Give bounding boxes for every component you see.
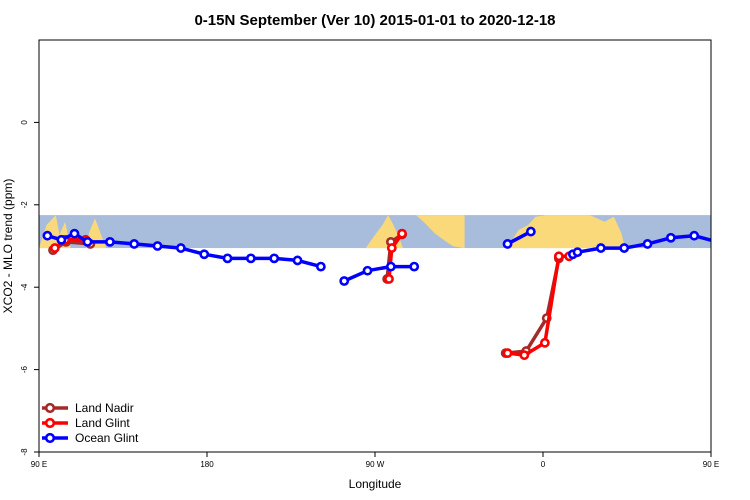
land-nadir-point <box>717 255 724 262</box>
x-tick-label: 180 <box>200 460 214 469</box>
land-glint-point <box>386 243 397 253</box>
y-tick-label: -6 <box>20 365 29 373</box>
ocean-glint-point <box>245 253 256 264</box>
x-axis: 90 E 180 90 W 0 90 E <box>31 452 719 469</box>
y-tick-label: 0 <box>20 120 29 125</box>
land-glint-point <box>49 243 60 253</box>
ocean-glint-point <box>105 236 115 247</box>
ocean-glint-point <box>595 243 606 253</box>
ocean-glint-point <box>129 239 140 249</box>
x-tick-label: 90 E <box>31 460 47 469</box>
legend-marker <box>44 417 56 429</box>
ocean-glint-point <box>222 253 233 264</box>
y-tick-label: -2 <box>20 201 29 209</box>
land-glint-point <box>502 348 513 359</box>
ocean-glint-point <box>525 226 536 237</box>
land-glint-point <box>397 228 407 239</box>
ocean-glint-point <box>665 232 676 243</box>
land-glint-point <box>539 337 550 348</box>
land-glint-line <box>726 240 750 250</box>
ocean-glint-point <box>175 243 186 253</box>
series-ocean-glint <box>42 226 744 286</box>
legend-marker <box>44 402 56 414</box>
legend-marker <box>44 432 56 444</box>
land-glint-point <box>519 350 530 361</box>
ocean-glint-point <box>199 249 210 260</box>
ocean-glint-point <box>502 239 513 249</box>
ocean-glint-point <box>619 243 630 253</box>
land-glint-point <box>553 251 564 262</box>
y-tick-label: -4 <box>20 283 29 291</box>
ocean-glint-point <box>269 253 280 264</box>
ocean-glint-point <box>362 265 373 276</box>
x-tick-label: 90 E <box>703 460 719 469</box>
ocean-glint-point <box>642 239 653 249</box>
legend-item-land-glint: Land Glint <box>42 416 130 430</box>
x-tick-label: 90 W <box>366 460 385 469</box>
ocean-glint-point <box>315 261 326 272</box>
series-layer <box>42 226 750 361</box>
ocean-glint-line <box>343 264 415 283</box>
y-axis-label: XCO2 - MLO trend (ppm) <box>1 179 15 314</box>
x-axis-label: Longitude <box>349 477 402 491</box>
legend-item-land-nadir: Land Nadir <box>42 401 134 415</box>
ocean-glint-point <box>385 261 396 272</box>
ocean-glint-point <box>42 230 53 241</box>
ocean-glint-point <box>69 228 80 239</box>
x-tick-label: 0 <box>541 460 546 469</box>
ocean-glint-point <box>292 255 303 266</box>
land-india-2 <box>711 215 743 248</box>
ocean-glint-point <box>56 234 67 245</box>
ocean-glint-point <box>689 230 700 241</box>
land-glint-point <box>722 247 729 254</box>
y-tick-label: -8 <box>20 448 29 456</box>
ocean-glint-point <box>572 247 583 258</box>
ocean-glint-point <box>737 238 744 245</box>
ocean-glint-point <box>82 236 93 247</box>
y-axis: -8 -6 -4 -2 0 <box>20 120 39 456</box>
legend-label: Land Glint <box>75 416 130 430</box>
legend-label: Ocean Glint <box>75 431 139 445</box>
map-band <box>39 215 743 249</box>
chart-title: 0-15N September (Ver 10) 2015-01-01 to 2… <box>194 12 555 29</box>
land-africa <box>509 215 626 249</box>
ocean-glint-point <box>339 276 350 286</box>
ocean-glint-point <box>714 238 721 245</box>
land-nadir-line <box>720 244 750 259</box>
land-nadir-point <box>745 249 750 256</box>
land-glint-line <box>507 254 570 357</box>
land-glint-point <box>384 274 394 284</box>
ocean-glint-point <box>409 261 420 272</box>
legend-label: Land Nadir <box>75 401 134 415</box>
land-south-america <box>397 215 465 249</box>
legend-item-ocean-glint: Ocean Glint <box>42 431 139 445</box>
ocean-glint-point <box>152 241 163 251</box>
